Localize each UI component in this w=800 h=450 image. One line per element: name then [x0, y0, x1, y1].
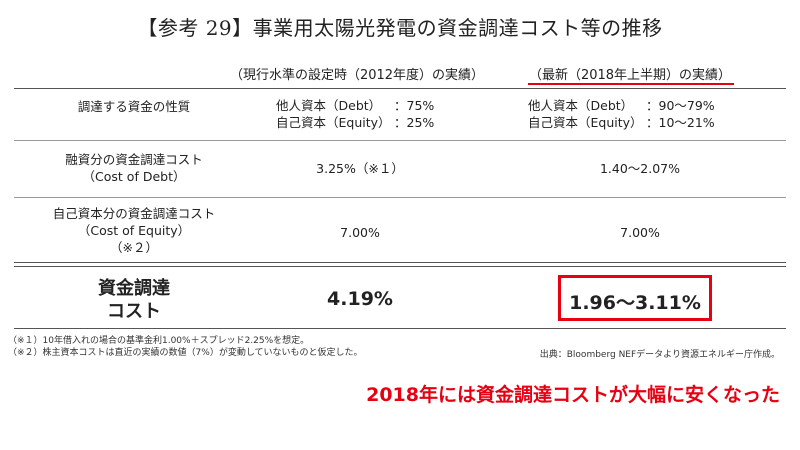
latest-header-underline: [528, 83, 734, 85]
total-latest: 1.96〜3.11%: [569, 292, 701, 314]
row-label-line: 自己資本分の資金調達コスト: [52, 206, 216, 221]
nature-current-equity: 自己資本（Equity） ：25%: [276, 114, 434, 131]
source-note: 出典：Bloomberg NEFデータより資源エネルギー庁作成。: [539, 350, 780, 360]
row-label-line: 資金調達: [98, 278, 170, 299]
column-header-current: （現行水準の設定時（2012年度）の実績）: [229, 68, 485, 83]
rule-double-b: [14, 266, 786, 267]
callout-text: 2018年には資金調達コストが大幅に安くなった: [366, 384, 780, 406]
rule-double-a: [14, 262, 786, 263]
row-label-line: 融資分の資金調達コスト: [65, 152, 203, 167]
rule-bottom: [14, 328, 786, 329]
row-label-debt: 融資分の資金調達コスト （Cost of Debt）: [14, 151, 254, 185]
row-label-line: （※２）: [110, 240, 158, 255]
rule-top: [14, 88, 786, 89]
equity-current: 7.00%: [340, 225, 380, 240]
page-title: 【参考 29】事業用太陽光発電の資金調達コスト等の推移: [137, 16, 663, 40]
row-label-line: コスト: [107, 301, 161, 322]
row-label-line: （Cost of Debt）: [82, 169, 186, 184]
rule-1: [14, 140, 786, 141]
pair-value: ：75%: [394, 98, 435, 113]
pair-key: 自己資本（Equity）: [276, 115, 391, 130]
debt-latest: 1.40〜2.07%: [599, 161, 681, 176]
column-header-latest: （最新（2018年上半期）の実績）: [528, 68, 732, 83]
nature-latest: 他人資本（Debt） ：90〜79% 自己資本（Equity） ：10〜21%: [528, 97, 715, 131]
pair-value: ：25%: [394, 115, 435, 130]
equity-latest: 7.00%: [620, 225, 660, 240]
nature-current: 他人資本（Debt） ：75% 自己資本（Equity） ：25%: [276, 97, 434, 131]
row-label-line: （Cost of Equity）: [77, 223, 191, 238]
total-current: 4.19%: [327, 288, 393, 310]
pair-key: 他人資本（Debt）: [276, 98, 382, 113]
rule-2: [14, 197, 786, 198]
nature-current-debt: 他人資本（Debt） ：75%: [276, 97, 434, 114]
debt-current: 3.25%（※１）: [316, 161, 404, 176]
highlight-box: [558, 275, 712, 321]
pair-value: ：10〜21%: [646, 115, 715, 130]
footnote-2: （※２）株主資本コストは直近の実績の数値（7%）が変動していないものと仮定した。: [8, 348, 363, 358]
row-label-total: 資金調達 コスト: [14, 277, 254, 323]
row-label-nature: 調達する資金の性質: [77, 99, 191, 114]
nature-latest-debt: 他人資本（Debt） ：90〜79%: [528, 97, 715, 114]
footnote-1: （※１）10年借入れの場合の基準金利1.00%＋スプレッド2.25%を想定。: [8, 336, 310, 346]
nature-latest-equity: 自己資本（Equity） ：10〜21%: [528, 114, 715, 131]
pair-key: 他人資本（Debt）: [528, 98, 634, 113]
pair-value: ：90〜79%: [646, 98, 715, 113]
pair-key: 自己資本（Equity）: [528, 115, 643, 130]
row-label-equity: 自己資本分の資金調達コスト （Cost of Equity） （※２）: [14, 205, 254, 256]
